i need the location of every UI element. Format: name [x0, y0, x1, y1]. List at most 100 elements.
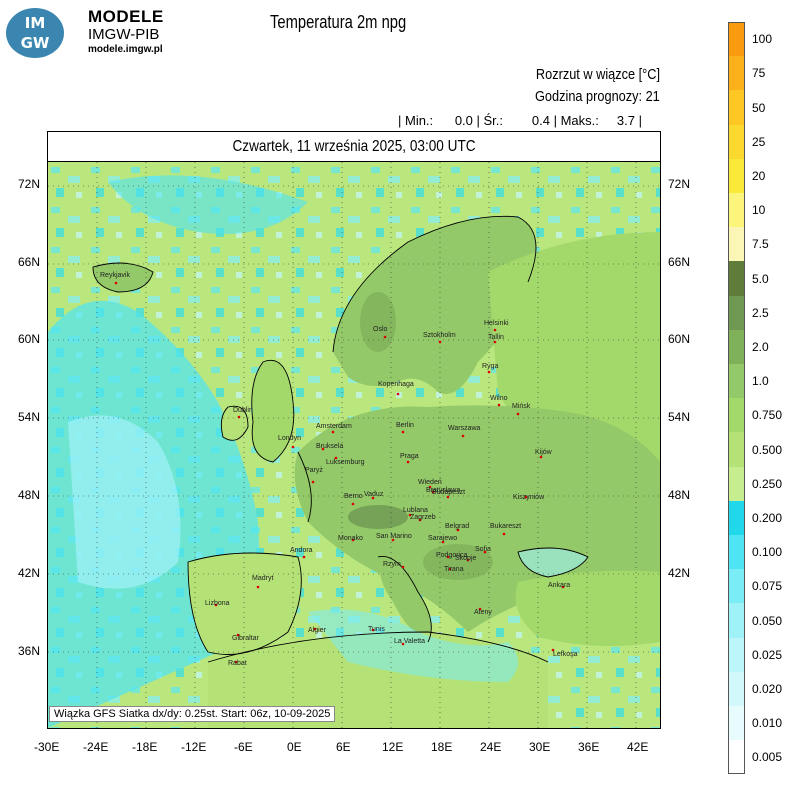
legend-label: 2.0	[752, 339, 769, 354]
svg-text:Kopenhaga: Kopenhaga	[378, 381, 414, 388]
city-gibraltar: Gibraltar	[232, 633, 260, 642]
city-athens: Ateny	[474, 607, 492, 616]
lon-label: 36E	[578, 740, 600, 754]
city-valletta: La Valetta	[394, 638, 425, 646]
svg-text:Sofia: Sofia	[475, 546, 491, 553]
svg-text:Londyn: Londyn	[278, 435, 301, 442]
lon-label: 24E	[480, 740, 502, 754]
lon-label: -18E	[132, 740, 158, 754]
svg-text:Podgorica: Podgorica	[436, 552, 468, 559]
lon-label: -24E	[83, 740, 109, 754]
legend-label: 0.010	[752, 716, 783, 731]
legend-swatch	[728, 364, 745, 399]
legend-swatch	[728, 535, 745, 570]
city-copenhagen: Kopenhaga	[378, 381, 414, 396]
city-bucharest: Bukareszt	[490, 523, 521, 536]
city-rabat: Rabat	[228, 660, 247, 667]
legend-label: 10	[752, 203, 766, 218]
legend-swatch	[728, 603, 745, 638]
svg-text:Luksemburg: Luksemburg	[326, 459, 365, 466]
legend-swatch	[728, 671, 745, 706]
lon-label: 6E	[336, 740, 351, 754]
svg-text:Reykjavik: Reykjavik	[100, 272, 130, 279]
lon-label: -30E	[34, 740, 60, 754]
city-vaduz: Vaduz	[364, 491, 384, 500]
map-svg: Reykjavik Oslo Sztokholm Helsinki Tallin…	[48, 162, 660, 728]
legend-label: 0.050	[752, 613, 783, 628]
logo-text-top: IM	[24, 14, 46, 32]
svg-text:Ankara: Ankara	[548, 582, 570, 589]
svg-text:Oslo: Oslo	[373, 326, 388, 333]
brand-url[interactable]: modele.imgw.pl	[88, 44, 163, 55]
svg-text:Bratysława: Bratysława	[426, 487, 460, 494]
svg-text:Ateny: Ateny	[474, 609, 492, 616]
brand-name: MODELE	[88, 7, 164, 26]
city-tallinn: Tallin	[488, 334, 504, 344]
svg-text:Bukareszt: Bukareszt	[490, 523, 521, 530]
svg-text:Wilno: Wilno	[490, 395, 508, 402]
lon-label: 18E	[431, 740, 453, 754]
lat-label-right: 66N	[668, 255, 691, 269]
lat-label-left: 54N	[18, 410, 41, 424]
legend-swatch	[728, 22, 745, 57]
city-tirana: Tirana	[444, 566, 464, 573]
city-oslo: Oslo	[373, 326, 388, 339]
svg-text:Warszawa: Warszawa	[448, 425, 481, 432]
svg-text:Tunis: Tunis	[368, 626, 385, 633]
model-info-footer: Wiązka GFS Siatka dx/dy: 0.25st. Start: …	[49, 706, 336, 722]
city-markers: Reykjavik Oslo Sztokholm Helsinki Tallin…	[100, 272, 578, 667]
city-nicosia: Lefkoşa	[551, 648, 578, 658]
legend-label: 50	[752, 100, 766, 115]
land-iberia	[188, 553, 302, 655]
legend-label: 0.200	[752, 510, 783, 525]
svg-text:Dublin: Dublin	[233, 407, 253, 414]
svg-text:Berno: Berno	[344, 493, 363, 500]
map-title: Temperatura 2m npg	[270, 12, 407, 32]
svg-text:Wiedeń: Wiedeń	[418, 479, 442, 486]
lat-label-right: 48N	[668, 488, 691, 502]
city-monaco: Monako	[338, 535, 363, 542]
city-tunis: Tunis	[368, 626, 385, 633]
lat-label-left: 72N	[18, 177, 41, 191]
legend-swatch	[728, 329, 745, 364]
city-dublin: Dublin	[233, 407, 253, 419]
legend-swatch	[728, 500, 745, 535]
city-rome: Rzym	[383, 561, 405, 569]
city-stockholm: Sztokholm	[423, 332, 456, 344]
date-header: Czwartek, 11 września 2025, 03:00 UTC	[47, 131, 661, 163]
svg-text:Belgrad: Belgrad	[445, 523, 469, 530]
svg-text:Kijów: Kijów	[535, 449, 553, 456]
svg-text:Bruksela: Bruksela	[316, 443, 343, 450]
svg-text:Amsterdam: Amsterdam	[316, 423, 352, 430]
city-bern: Berno	[344, 493, 363, 506]
legend-swatch	[728, 706, 745, 741]
svg-text:Monako: Monako	[338, 535, 363, 542]
city-podgorica: Podgorica	[436, 552, 468, 559]
city-madrid: Madryt	[252, 575, 273, 589]
city-andorra: Andora	[290, 547, 313, 559]
city-vienna: Wiedeń	[418, 479, 442, 489]
svg-text:Tallin: Tallin	[488, 334, 504, 341]
legend-swatch	[728, 158, 745, 193]
legend-label: 0.250	[752, 476, 783, 491]
svg-text:Madryt: Madryt	[252, 575, 273, 582]
svg-text:Algier: Algier	[308, 627, 327, 634]
city-luxembourg: Luksemburg	[326, 456, 365, 466]
legend-label: 25	[752, 134, 766, 149]
imgw-logo: IM GW	[6, 8, 64, 58]
lon-label: 12E	[382, 740, 404, 754]
svg-text:Gibraltar: Gibraltar	[232, 635, 260, 642]
land-iceland	[93, 263, 153, 292]
city-sofia: Sofia	[475, 546, 491, 554]
map-panel[interactable]: Reykjavik Oslo Sztokholm Helsinki Tallin…	[47, 161, 661, 729]
svg-text:Zagrzeb: Zagrzeb	[410, 514, 436, 521]
legend-label: 0.500	[752, 442, 783, 457]
city-chisinau: Kiszyniów	[513, 494, 545, 501]
legend-swatch	[728, 124, 745, 159]
lat-label-left: 66N	[18, 255, 41, 269]
logo-text-bottom: GW	[20, 34, 50, 52]
legend-swatch	[728, 637, 745, 672]
coastlines	[92, 215, 589, 663]
city-amsterdam: Amsterdam	[316, 423, 352, 434]
svg-text:Lizbona: Lizbona	[205, 600, 230, 607]
